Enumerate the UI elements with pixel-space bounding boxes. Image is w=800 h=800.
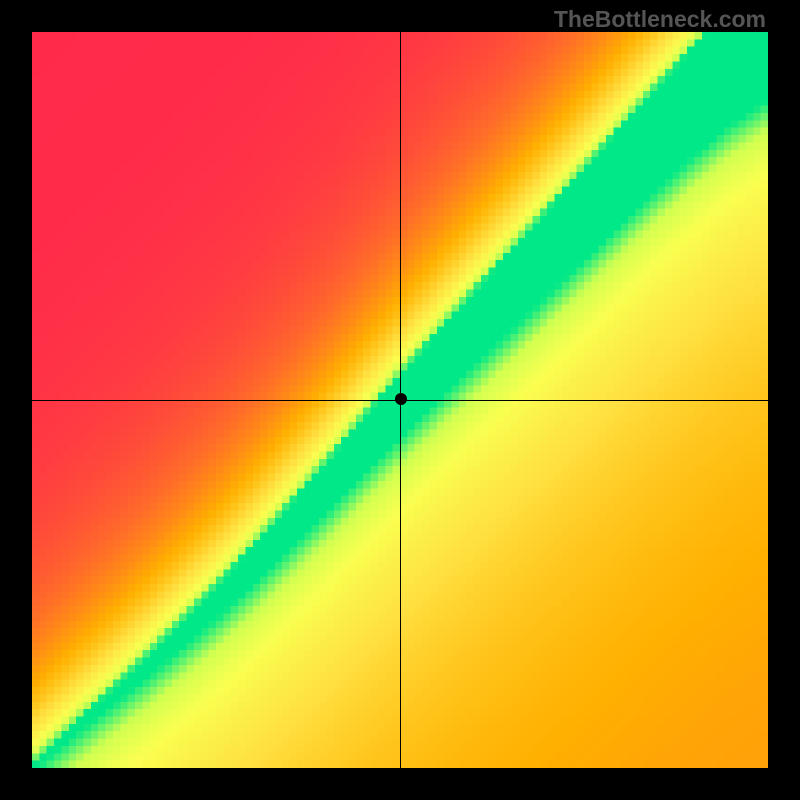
- watermark-text: TheBottleneck.com: [554, 6, 766, 33]
- selection-marker: [395, 393, 407, 405]
- chart-container: TheBottleneck.com: [0, 0, 800, 800]
